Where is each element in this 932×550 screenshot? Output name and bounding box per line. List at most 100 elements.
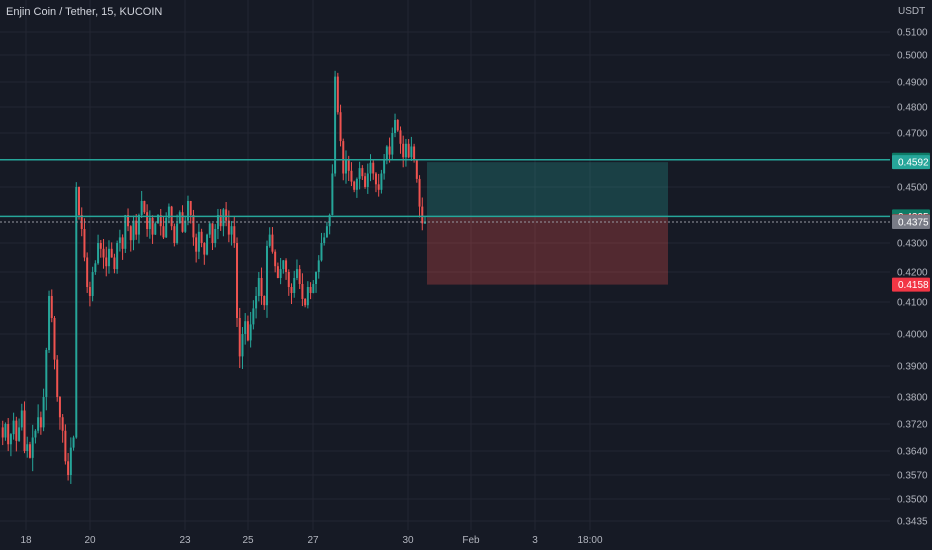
candle-body — [197, 231, 200, 252]
candle-body — [50, 296, 53, 318]
candle-body — [42, 397, 45, 428]
candle-body — [157, 215, 160, 224]
candle-body — [173, 226, 176, 243]
candle-body — [219, 215, 222, 227]
candle-body — [78, 187, 81, 215]
time-tick-label: 25 — [242, 535, 254, 546]
candle-body — [230, 226, 233, 235]
candle-body — [154, 223, 157, 235]
candle-body — [189, 201, 192, 215]
time-axis[interactable]: 18 20 23 25 27 30 Feb 3 18:00 — [20, 535, 603, 546]
candle-body — [26, 444, 29, 451]
candle-body — [135, 220, 138, 235]
candle-body — [410, 146, 413, 158]
price-tick-label: 0.3900 — [897, 362, 928, 373]
candle-body — [23, 410, 26, 451]
candle-series — [1, 70, 426, 484]
candle-body — [206, 234, 209, 255]
price-tick-label: 0.4700 — [897, 129, 928, 140]
candle-body — [394, 120, 397, 133]
candle-body — [282, 260, 285, 270]
time-tick-label: 3 — [532, 535, 538, 546]
time-tick-label: 23 — [179, 535, 191, 546]
candle-body — [9, 434, 12, 445]
candle-body — [402, 143, 405, 158]
candle-body — [18, 427, 21, 441]
candle-body — [377, 184, 380, 190]
candle-body — [176, 223, 179, 243]
price-label-text: 0.4375 — [898, 218, 929, 229]
candle-body — [287, 272, 290, 287]
price-tick-label: 0.3800 — [897, 393, 928, 404]
horizontal-lines[interactable] — [0, 158, 890, 223]
candle-body — [241, 334, 244, 357]
candle-body — [72, 437, 75, 448]
price-axis[interactable]: 0.5100 0.5000 0.4900 0.4800 0.4700 0.4500 0.43… — [897, 28, 928, 528]
chart-title: Enjin Coin / Tether, 15, KUCOIN — [6, 6, 163, 18]
candle-body — [45, 350, 48, 397]
time-tick-label: 27 — [307, 535, 319, 546]
candle-body — [304, 299, 307, 306]
candle-body — [184, 220, 187, 232]
candle-body — [276, 266, 279, 278]
candle-body — [317, 260, 320, 272]
candle-body — [200, 231, 203, 243]
candle-body — [361, 168, 364, 177]
candle-body — [61, 417, 64, 431]
candle-body — [301, 284, 304, 299]
candle-body — [293, 278, 296, 293]
candle-body — [4, 424, 7, 438]
price-tick-label: 0.3435 — [897, 517, 928, 528]
candle-body — [203, 243, 206, 255]
candle-body — [334, 76, 337, 174]
position-profit-zone[interactable] — [427, 162, 668, 217]
candle-body — [129, 226, 132, 241]
candle-body — [233, 226, 236, 243]
candle-body — [58, 397, 61, 418]
candle-body — [374, 173, 377, 185]
candle-body — [178, 212, 181, 224]
candle-body — [97, 243, 100, 264]
candle-body — [380, 173, 383, 190]
candle-body — [140, 201, 143, 215]
candle-body — [263, 296, 266, 306]
candle-body — [424, 222, 426, 224]
chart-grid — [0, 0, 890, 530]
candle-body — [69, 447, 72, 475]
price-label-text: 0.4158 — [898, 280, 929, 291]
time-tick-label: 20 — [84, 535, 96, 546]
candle-body — [20, 410, 23, 428]
candle-body — [260, 278, 263, 296]
candle-body — [121, 237, 124, 249]
time-tick-label: 18:00 — [577, 535, 602, 546]
candle-body — [34, 430, 37, 438]
candle-body — [246, 321, 249, 341]
candle-body — [181, 212, 184, 232]
position-loss-zone[interactable] — [427, 216, 668, 285]
candle-body — [355, 178, 358, 190]
candle-body — [99, 243, 102, 249]
price-tick-label: 0.3640 — [897, 447, 928, 458]
candle-body — [107, 248, 110, 267]
candle-body — [102, 248, 105, 258]
candle-body — [39, 417, 42, 428]
price-tick-label: 0.5000 — [897, 51, 928, 62]
candle-body — [143, 201, 146, 213]
candle-body — [415, 160, 418, 179]
candle-body — [118, 237, 121, 243]
candle-body — [312, 284, 315, 293]
candle-body — [116, 243, 119, 270]
price-axis-unit: USDT — [898, 6, 926, 17]
candle-body — [159, 215, 162, 227]
candle-body — [195, 237, 198, 252]
candle-body — [257, 278, 260, 296]
candle-body — [336, 76, 339, 113]
candle-body — [339, 112, 342, 142]
candle-body — [369, 162, 372, 174]
candle-body — [388, 146, 391, 155]
candle-body — [31, 437, 34, 458]
candle-body — [418, 178, 421, 207]
candle-body — [208, 223, 211, 235]
